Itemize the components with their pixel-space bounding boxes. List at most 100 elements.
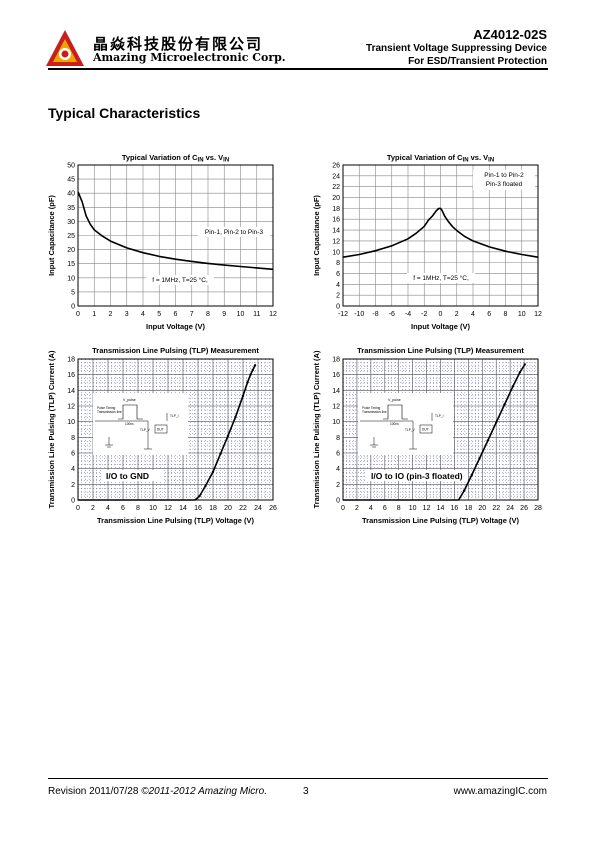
x-tick-label: 5 xyxy=(157,311,161,318)
y-tick-label: 10 xyxy=(67,419,75,426)
data-point xyxy=(518,371,522,374)
data-point xyxy=(253,364,257,367)
x-tick-label: -6 xyxy=(389,311,395,318)
data-point xyxy=(251,368,254,372)
y-tick-label: 6 xyxy=(71,451,75,458)
chart-body: 0 1 2 3 4 5 6 7 8 9 10 11 1205101520253035404550Typi… xyxy=(47,153,277,331)
device-description: Transient Voltage Suppressing Device xyxy=(366,43,547,54)
chart-title-subscript: IN xyxy=(198,158,204,164)
x-tick-label: 8 xyxy=(136,505,140,512)
tlp-chart-io-to-io: 0 2 4 6 8 10 12 14 16 18 20 22 24 26 28024681012141618… xyxy=(312,346,542,525)
y-axis-label: Transmission Line Pulsing (TLP) Current … xyxy=(47,350,56,508)
amazing-logo-icon xyxy=(46,30,84,66)
x-tick-label: 10 xyxy=(149,505,157,512)
data-point xyxy=(204,484,207,488)
x-tick-label: 22 xyxy=(239,505,247,512)
chart-title-part: vs. V xyxy=(204,153,224,162)
x-tick-label: 6 xyxy=(383,505,387,512)
x-tick-label: 0 xyxy=(76,505,80,512)
x-tick-label: 7 xyxy=(190,311,194,318)
x-tick-label: 24 xyxy=(506,505,514,512)
x-tick-label: 26 xyxy=(520,505,528,512)
annotation-test-condition: f = 1MHz, T=25 °C, xyxy=(152,276,208,284)
pulse-waveform xyxy=(383,404,408,420)
x-tick-label: -2 xyxy=(421,311,427,318)
y-tick-label: 16 xyxy=(332,217,340,224)
x-tick-label: 3 xyxy=(125,311,129,318)
y-tick-label: 16 xyxy=(67,372,75,379)
x-tick-label: 10 xyxy=(409,505,417,512)
x-tick-label: 2 xyxy=(455,311,459,318)
data-point xyxy=(511,385,515,388)
y-tick-label: 16 xyxy=(332,372,340,379)
x-tick-label: 12 xyxy=(269,311,277,318)
y-tick-label: 20 xyxy=(67,247,75,254)
company-name-english: Amazing Microelectronic Corp. xyxy=(93,51,286,64)
y-tick-label: 18 xyxy=(332,357,340,364)
y-tick-label: 18 xyxy=(332,206,340,213)
x-axis-label: Transmission Line Pulsing (TLP) Voltage … xyxy=(362,516,519,525)
inset-label: V_pulse xyxy=(123,398,136,402)
y-tick-label: 2 xyxy=(336,293,340,300)
y-tick-label: 10 xyxy=(332,249,340,256)
x-axis-label: Input Voltage (V) xyxy=(411,322,471,331)
x-tick-label: 4 xyxy=(141,311,145,318)
chart-title-subscript: IN xyxy=(488,158,494,164)
x-tick-label: 26 xyxy=(269,505,277,512)
annotation-box xyxy=(198,227,270,237)
chart-title: Typical Variation of CIN vs. VIN xyxy=(122,153,229,164)
y-axis-label: Input Capacitance (pF) xyxy=(312,195,321,276)
inset-label: TLP_I xyxy=(170,414,179,418)
device-application: For ESD/Transient Protection xyxy=(408,56,547,67)
y-tick-label: 22 xyxy=(332,184,340,191)
x-tick-label: 12 xyxy=(423,505,431,512)
y-tick-label: 14 xyxy=(332,228,340,235)
x-tick-label: 2 xyxy=(109,311,113,318)
y-tick-label: 35 xyxy=(67,205,75,212)
y-tick-label: 2 xyxy=(71,482,75,489)
x-tick-label: 6 xyxy=(487,311,491,318)
data-series-line xyxy=(77,191,274,271)
annotation-pin-config: Pin-1, Pin-2 to Pin-3 xyxy=(205,229,264,236)
x-tick-label: -10 xyxy=(354,311,364,318)
data-point xyxy=(211,470,215,473)
x-tick-label: -8 xyxy=(372,311,378,318)
y-tick-label: 6 xyxy=(336,271,340,278)
data-point xyxy=(246,381,249,384)
inset-label: TLP_I xyxy=(435,414,444,418)
annotation-box xyxy=(367,470,467,481)
company-name-chinese: 晶焱科技股份有限公司 xyxy=(93,35,264,53)
x-axis-label: Input Voltage (V) xyxy=(146,322,206,331)
data-point xyxy=(198,494,201,498)
chart-title: Typical Variation of CIN vs. VIN xyxy=(387,153,494,164)
y-axis-label: Transmission Line Pulsing (TLP) Current … xyxy=(312,350,321,508)
y-tick-label: 26 xyxy=(332,163,340,170)
chart-title-subscript: IN xyxy=(223,158,229,164)
y-tick-label: 20 xyxy=(332,195,340,202)
inset-background xyxy=(358,393,453,455)
x-tick-label: 0 xyxy=(76,311,80,318)
page-number: 3 xyxy=(303,786,309,797)
data-point xyxy=(478,457,481,460)
y-tick-label: 4 xyxy=(336,282,340,289)
x-tick-label: 1 xyxy=(92,311,96,318)
x-tick-label: 12 xyxy=(534,311,542,318)
x-tick-label: 11 xyxy=(253,311,260,318)
x-tick-label: 18 xyxy=(209,505,217,512)
y-tick-label: 45 xyxy=(67,177,75,184)
data-series-line xyxy=(78,364,256,501)
annotation-test-mode: I/O to IO (pin-3 floated) xyxy=(371,471,463,481)
y-tick-label: 24 xyxy=(332,173,340,180)
x-axis-label: Transmission Line Pulsing (TLP) Voltage … xyxy=(97,516,254,525)
chart-title: Transmission Line Pulsing (TLP) Measurem… xyxy=(357,346,524,355)
revision-date: Revision 2011/07/28 xyxy=(48,786,139,797)
y-tick-label: 18 xyxy=(67,357,75,364)
chart-body: -12 -10 -8 -6 -4 -2 0 2 4 6 8 10 1202468101214161820… xyxy=(312,153,542,331)
x-tick-label: 10 xyxy=(518,311,526,318)
y-tick-label: 50 xyxy=(67,163,75,170)
y-tick-label: 5 xyxy=(71,289,75,296)
x-tick-label: 10 xyxy=(237,311,245,318)
x-tick-label: 2 xyxy=(91,505,95,512)
